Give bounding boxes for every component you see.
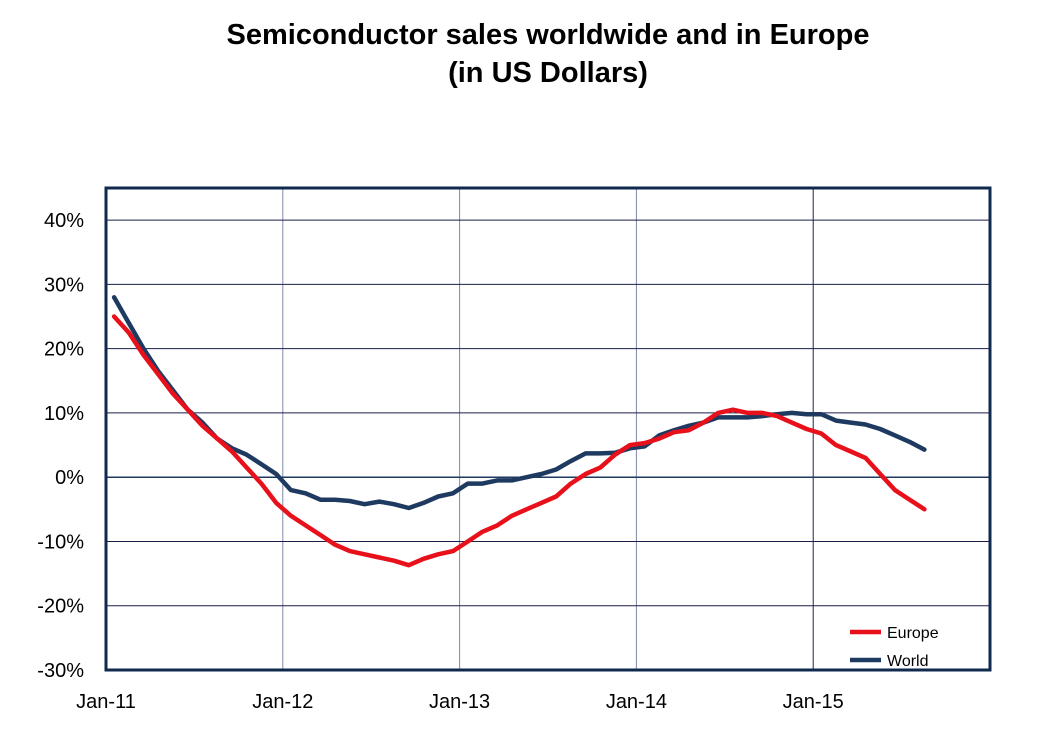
- x-tick-label: Jan-11: [76, 691, 136, 713]
- y-tick-label: -10%: [37, 531, 84, 553]
- x-tick-label: Jan-13: [429, 691, 490, 713]
- y-tick-label: -20%: [37, 596, 84, 618]
- y-tick-label: 10%: [44, 403, 84, 425]
- series-line-world: [111, 295, 927, 511]
- plot-border: [104, 186, 992, 672]
- x-tick-label: Jan-15: [783, 691, 844, 713]
- y-tick-label: 0%: [55, 467, 84, 489]
- series-line-europe: [111, 314, 927, 568]
- chart-title-main: Semiconductor sales worldwide and in Eur…: [226, 19, 870, 51]
- y-tick-label: -30%: [37, 660, 84, 682]
- chart-title: Semiconductor sales worldwide and in Eur…: [0, 16, 1056, 92]
- y-tick-label: 30%: [44, 274, 84, 296]
- chart-subtitle: (in US Dollars): [448, 57, 648, 89]
- legend-label-europe: Europe: [887, 625, 939, 642]
- y-tick-label: 20%: [44, 339, 84, 361]
- x-tick-label: Jan-12: [252, 691, 313, 713]
- y-tick-label: 40%: [44, 210, 84, 232]
- legend-label-world: World: [887, 653, 929, 670]
- x-tick-label: Jan-14: [606, 691, 667, 713]
